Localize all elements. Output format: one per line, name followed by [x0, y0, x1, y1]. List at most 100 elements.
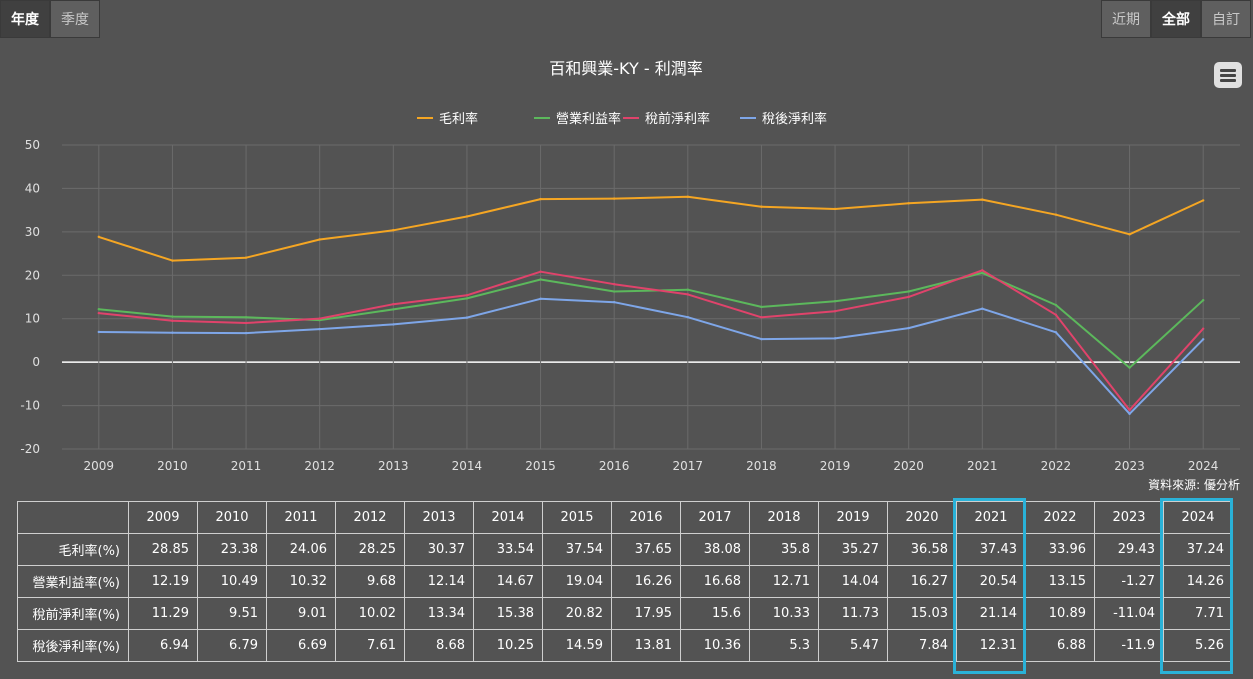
table-cell: 12.19 [128, 565, 198, 598]
data-point[interactable] [760, 316, 763, 319]
data-point[interactable] [907, 295, 910, 299]
series-line-2[interactable] [98, 269, 1204, 412]
table-cell: 7.61 [335, 629, 405, 662]
data-point[interactable] [97, 308, 101, 311]
table-cell: 6.94 [128, 629, 198, 662]
table-cell: 15.6 [680, 597, 750, 630]
data-point[interactable] [171, 315, 174, 318]
data-point[interactable] [907, 202, 910, 205]
data-point[interactable] [244, 321, 248, 325]
series-line-0[interactable] [98, 195, 1204, 262]
tab-recent[interactable]: 近期 [1101, 0, 1151, 38]
data-point[interactable] [1128, 408, 1131, 412]
data-point[interactable] [612, 300, 616, 304]
table-cell: 12.71 [749, 565, 819, 598]
data-point[interactable] [465, 215, 469, 218]
margin-table: 2009 2010 2011 2012 2013 2014 2015 2016 2017 2018… [17, 501, 1233, 662]
table-corner-cell [17, 501, 129, 534]
series-line-3[interactable] [98, 297, 1204, 415]
data-point[interactable] [686, 195, 690, 198]
data-point[interactable] [686, 293, 690, 296]
data-point[interactable] [833, 337, 837, 340]
data-point[interactable] [1201, 327, 1205, 330]
tab-quarterly[interactable]: 季度 [50, 0, 100, 38]
data-point[interactable] [1054, 331, 1058, 334]
data-point[interactable] [392, 323, 395, 326]
series-line-1[interactable] [98, 271, 1204, 369]
data-point[interactable] [171, 259, 174, 262]
table-cell: 14.26 [1163, 565, 1233, 598]
data-point[interactable] [760, 205, 763, 208]
table-row: 稅後淨利率(%) 6.94 6.79 6.69 7.61 8.68 10.25 14.59 13… [17, 629, 1233, 662]
data-point[interactable] [612, 282, 616, 286]
tab-annual[interactable]: 年度 [0, 0, 50, 38]
data-point[interactable] [244, 316, 248, 319]
data-point[interactable] [981, 271, 984, 275]
table-year-header: 2016 [611, 501, 681, 534]
data-point[interactable] [1128, 412, 1131, 416]
data-point[interactable] [907, 326, 910, 330]
legend-item[interactable]: 營業利益率 [534, 111, 621, 127]
data-point[interactable] [1201, 338, 1205, 341]
data-point[interactable] [612, 290, 616, 293]
data-point[interactable] [244, 331, 248, 335]
table-cell: 11.73 [818, 597, 888, 630]
legend-item[interactable]: 毛利率 [417, 111, 478, 127]
data-point[interactable] [318, 327, 321, 331]
table-year-header: 2017 [680, 501, 750, 534]
data-point[interactable] [539, 270, 542, 273]
data-point[interactable] [1128, 233, 1131, 236]
data-point[interactable] [244, 256, 248, 259]
table-year-header: 2024 [1163, 501, 1233, 534]
data-point[interactable] [833, 310, 837, 313]
data-point[interactable] [981, 269, 984, 272]
data-point[interactable] [465, 297, 469, 300]
table-cell: 37.54 [542, 533, 612, 566]
tab-all[interactable]: 全部 [1151, 0, 1201, 38]
data-point[interactable] [97, 330, 101, 334]
data-point[interactable] [1201, 199, 1205, 202]
data-point[interactable] [1128, 366, 1131, 369]
data-point[interactable] [833, 207, 837, 211]
data-point[interactable] [1054, 313, 1058, 317]
legend-item[interactable]: 稅前淨利率 [623, 111, 710, 127]
data-point[interactable] [907, 290, 910, 293]
tab-custom[interactable]: 自訂 [1201, 0, 1251, 38]
data-point[interactable] [1054, 303, 1058, 307]
table-cell: 9.01 [266, 597, 336, 630]
data-point[interactable] [97, 235, 101, 239]
data-point[interactable] [686, 315, 690, 319]
data-source: 資料來源: 優分析 [1148, 478, 1240, 492]
data-point[interactable] [539, 197, 542, 201]
chart-legend: 毛利率 營業利益率 稅前淨利率 稅後淨利率 [417, 111, 827, 127]
legend-item[interactable]: 稅後淨利率 [740, 111, 827, 127]
data-point[interactable] [833, 299, 837, 303]
data-point[interactable] [171, 331, 174, 334]
data-point[interactable] [760, 305, 763, 309]
data-point[interactable] [171, 319, 174, 323]
data-point[interactable] [1201, 299, 1205, 302]
data-point[interactable] [686, 288, 690, 291]
legend-label: 營業利益率 [556, 111, 621, 127]
table-cell: 10.36 [680, 629, 750, 662]
data-point[interactable] [465, 316, 469, 319]
x-tick-label: 2024 [1188, 459, 1219, 473]
data-point[interactable] [392, 229, 395, 232]
data-point[interactable] [539, 297, 542, 300]
data-point[interactable] [465, 294, 469, 297]
chart-menu-icon[interactable] [1214, 62, 1242, 88]
data-point[interactable] [318, 238, 321, 241]
data-point[interactable] [1054, 213, 1058, 216]
table-cell: 37.65 [611, 533, 681, 566]
data-point[interactable] [392, 303, 395, 306]
data-point[interactable] [392, 308, 395, 311]
data-point[interactable] [539, 278, 542, 281]
table-cell: 10.49 [197, 565, 267, 598]
data-point[interactable] [981, 198, 984, 201]
table-cell: 7.84 [887, 629, 957, 662]
data-point[interactable] [981, 307, 984, 310]
data-point[interactable] [318, 317, 321, 320]
data-point[interactable] [612, 197, 616, 200]
data-point[interactable] [97, 311, 101, 315]
data-point[interactable] [760, 337, 763, 341]
